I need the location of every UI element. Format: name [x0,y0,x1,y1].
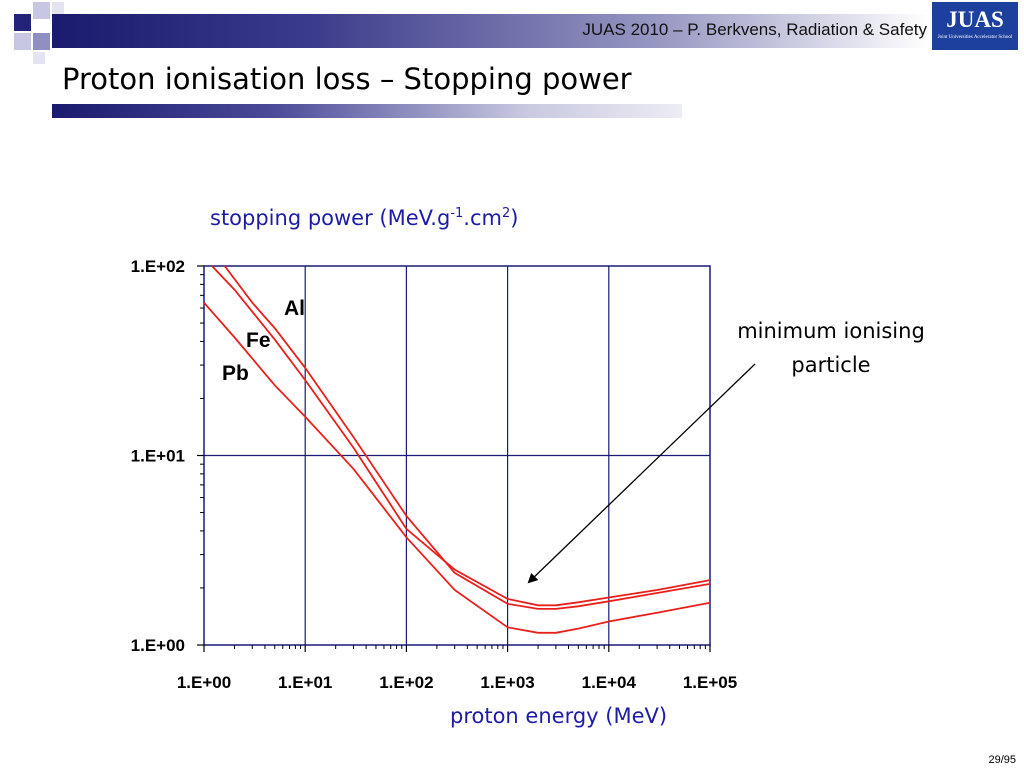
x-tick-label: 1.E+05 [683,673,737,692]
header-bar [52,14,930,48]
y-axis-title-text: stopping power (MeV.g [210,206,451,230]
series-label-al: Al [284,297,305,320]
x-tick-label: 1.E+00 [177,673,231,692]
page-number: 29/95 [988,754,1016,766]
callout-label: minimum ionising particle [716,314,946,382]
x-tick-label: 1.E+04 [582,673,637,692]
y-axis-title-mid: .cm [463,206,502,230]
y-tick-label: 1.E+02 [131,257,185,276]
callout-line-1: minimum ionising [737,319,925,343]
slide-title: Proton ionisation loss – Stopping power [62,62,632,96]
decor-square [33,33,50,50]
y-axis-title: stopping power (MeV.g-1.cm2) [210,206,518,230]
series-label-pb: Pb [222,362,249,385]
decor-square [33,2,50,19]
y-axis-title-end: ) [510,206,519,230]
x-axis-title: proton energy (MeV) [450,704,668,728]
decor-square [33,52,45,64]
x-tick-label: 1.E+02 [379,673,433,692]
y-tick-label: 1.E+01 [131,447,185,466]
callout-line-2: particle [791,353,871,377]
decor-square [14,14,31,31]
x-tick-label: 1.E+01 [278,673,332,692]
series-line-fe [223,265,711,610]
decor-square [14,33,31,50]
title-underline [52,104,682,118]
callout-arrow [527,363,756,584]
y-axis-title-sup1: -1 [450,206,464,221]
logo-text: JUAS [946,7,1004,32]
decor-square [52,2,64,14]
series-line-pb [203,302,711,634]
y-axis-title-sup2: 2 [501,206,511,221]
x-tick-label: 1.E+03 [480,673,534,692]
logo-subtext: Joint Universities Accelerator School [937,35,1013,40]
header-text: JUAS 2010 – P. Berkvens, Radiation & Saf… [582,20,927,39]
series-line-al [211,265,711,607]
juas-logo: JUAS Joint Universities Accelerator Scho… [932,2,1018,50]
series-label-fe: Fe [246,329,271,352]
y-tick-label: 1.E+00 [131,636,185,655]
